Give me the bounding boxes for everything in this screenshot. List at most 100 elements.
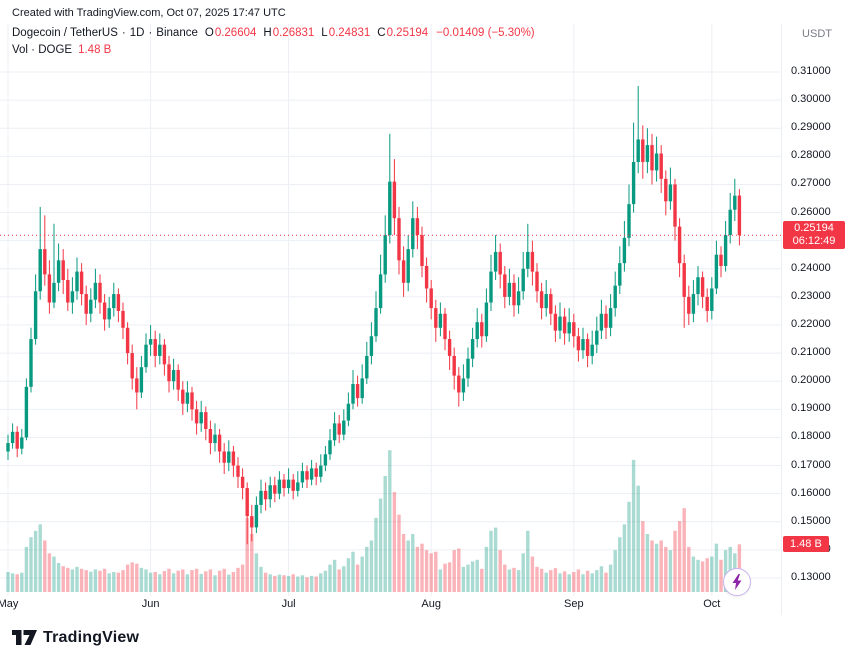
volume-bar xyxy=(346,558,351,592)
candle-body xyxy=(102,302,107,320)
interval-label[interactable]: 1D xyxy=(129,27,145,39)
candle-body xyxy=(622,237,627,264)
time-tick-label: Oct xyxy=(703,598,721,610)
candle-body xyxy=(199,412,203,424)
volume-bar xyxy=(654,543,659,592)
candle-body xyxy=(24,386,29,438)
price-tick-label: 0.28000 xyxy=(791,149,831,162)
candle-body xyxy=(70,291,75,303)
candle-body xyxy=(66,280,70,303)
volume-bar xyxy=(438,569,443,592)
price-tick-label: 0.24000 xyxy=(791,261,831,274)
volume-bar xyxy=(135,563,139,592)
brand-text: TradingView xyxy=(43,628,140,646)
lightning-button[interactable] xyxy=(723,568,751,596)
time-scale[interactable]: May Jun Jul Aug Sep Oct xyxy=(0,598,781,614)
candle-body xyxy=(365,355,369,379)
candle-body xyxy=(636,139,640,162)
volume-bar xyxy=(204,571,208,592)
volume-bar xyxy=(645,534,650,592)
candle-body xyxy=(93,282,98,300)
volume-bar xyxy=(516,570,521,592)
volume-bar xyxy=(507,569,512,592)
candle-body xyxy=(682,263,686,297)
volume-bar xyxy=(153,572,157,592)
volume-bar xyxy=(461,566,466,592)
volume-bar xyxy=(723,550,728,592)
candle-body xyxy=(171,369,176,382)
candle-body xyxy=(6,443,10,452)
candle-body xyxy=(654,153,659,171)
candle-body xyxy=(75,271,79,292)
volume-bar xyxy=(24,546,29,592)
candle-body xyxy=(79,271,84,295)
volume-bar xyxy=(650,540,654,592)
candle-body xyxy=(466,358,470,379)
price-tick-label: 0.22000 xyxy=(791,318,831,330)
candle-body xyxy=(535,271,539,292)
candle-body xyxy=(507,282,512,297)
candle-body xyxy=(332,423,337,441)
candle-body xyxy=(351,384,355,404)
candle-body xyxy=(631,161,636,205)
volume-bar xyxy=(406,540,410,592)
price-tick-label: 0.27000 xyxy=(791,177,831,190)
candle-body xyxy=(613,285,617,309)
candle-body xyxy=(378,274,383,309)
volume-bar xyxy=(89,571,93,592)
tradingview-mark-icon xyxy=(12,630,37,645)
candle-body xyxy=(162,344,167,365)
candle-body xyxy=(374,308,378,337)
volume-bar xyxy=(622,524,627,592)
candle-body xyxy=(208,429,213,444)
time-tick-label: Jun xyxy=(141,598,160,610)
candle-body xyxy=(434,308,438,328)
volume-bar xyxy=(342,566,346,592)
candle-body xyxy=(89,299,93,314)
candle-body xyxy=(526,251,530,269)
candles-layer xyxy=(6,86,742,545)
candle-body xyxy=(337,423,341,435)
candle-body xyxy=(521,268,525,292)
volume-bar xyxy=(116,572,121,592)
chart-pane[interactable] xyxy=(0,24,848,615)
candle-body xyxy=(167,364,171,382)
candle-body xyxy=(47,274,52,303)
time-tick-label: Aug xyxy=(421,598,441,610)
quote-currency-label: USDT xyxy=(802,28,832,40)
volume-bar xyxy=(641,521,645,592)
candle-body xyxy=(263,490,268,500)
candle-body xyxy=(645,145,650,162)
volume-badge: 1.48 B xyxy=(783,536,829,553)
volume-bar xyxy=(493,527,498,592)
volume-bar xyxy=(677,521,682,592)
candle-body xyxy=(112,294,116,309)
volume-bar xyxy=(553,568,558,592)
candle-body xyxy=(10,431,15,444)
candle-body xyxy=(728,209,732,236)
candle-body xyxy=(61,260,65,281)
price-scale[interactable]: 0.31000 0.30000 0.29000 0.28000 0.27000 0.260… xyxy=(781,0,848,615)
volume-bar xyxy=(245,517,249,592)
candle-body xyxy=(650,145,654,171)
tradingview-logo[interactable]: TradingView xyxy=(12,629,139,647)
volume-bar xyxy=(139,567,144,592)
volume-bar xyxy=(194,568,199,592)
candle-body xyxy=(319,465,323,477)
candle-body xyxy=(190,392,194,410)
open-value: 0.26604 xyxy=(214,27,257,39)
candle-body xyxy=(714,254,719,289)
candle-body xyxy=(194,409,199,424)
candle-body xyxy=(217,434,222,452)
volume-bar xyxy=(185,574,190,592)
candle-body xyxy=(185,392,190,404)
candle-body xyxy=(125,327,130,354)
volume-bar xyxy=(38,524,42,592)
symbol-title[interactable]: Dogecoin / TetherUS xyxy=(12,27,118,39)
volume-bar xyxy=(6,572,10,592)
candle-body xyxy=(461,378,466,393)
candle-body xyxy=(286,479,291,489)
candle-body xyxy=(705,296,709,311)
volume-bar xyxy=(314,576,318,592)
volume-bar xyxy=(259,566,263,592)
